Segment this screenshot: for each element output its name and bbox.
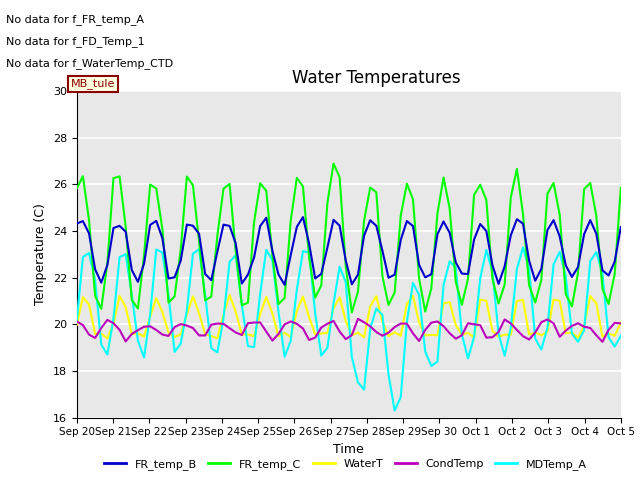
Text: No data for f_FR_temp_A: No data for f_FR_temp_A <box>6 14 145 25</box>
Legend: FR_temp_B, FR_temp_C, WaterT, CondTemp, MDTemp_A: FR_temp_B, FR_temp_C, WaterT, CondTemp, … <box>99 455 592 474</box>
Text: No data for f_WaterTemp_CTD: No data for f_WaterTemp_CTD <box>6 58 173 69</box>
Text: No data for f_FD_Temp_1: No data for f_FD_Temp_1 <box>6 36 145 47</box>
X-axis label: Time: Time <box>333 443 364 456</box>
Text: MB_tule: MB_tule <box>70 79 115 89</box>
Y-axis label: Temperature (C): Temperature (C) <box>35 204 47 305</box>
Title: Water Temperatures: Water Temperatures <box>292 69 460 87</box>
